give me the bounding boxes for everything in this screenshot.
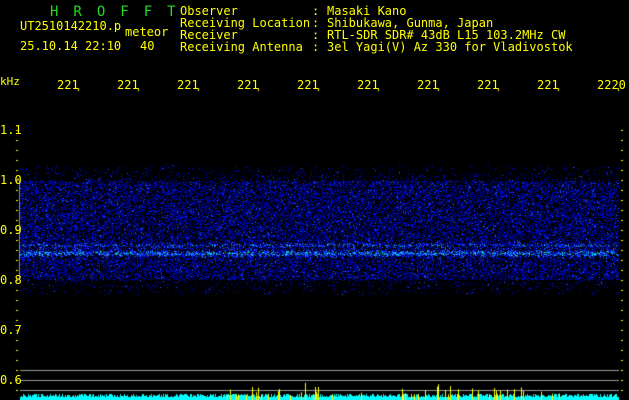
datetime: 25.10.14 22:10 (20, 39, 122, 53)
info-label: Receiving Antenna (180, 40, 303, 54)
info-value: 3el Yagi(V) Az 330 for Vladivostok (327, 40, 573, 54)
time-label: 2218 (477, 78, 499, 92)
file-name: UT2510142210.png (20, 20, 122, 32)
info-colon: : (312, 40, 320, 54)
time-label: 2211 (57, 78, 79, 92)
mode-label: meteor (125, 25, 169, 39)
freq-label: 0.7 (0, 323, 22, 337)
freq-label: 0.9 (0, 223, 22, 237)
freq-label: 1.0 (0, 173, 22, 187)
freq-label: 1.1 (0, 123, 22, 137)
app-title: HROFFT (50, 4, 191, 20)
info-colon: : (312, 16, 320, 30)
time-label: 2217 (417, 78, 439, 92)
info-label: Receiver (180, 28, 238, 42)
info-value: Shibukawa, Gunma, Japan (327, 16, 494, 30)
info-label: Observer (180, 4, 238, 18)
info-value: Masaki Kano (327, 4, 407, 18)
info-colon: : (312, 28, 320, 42)
time-label: 2213 (177, 78, 199, 92)
time-label: 2214 (237, 78, 259, 92)
info-colon: : (312, 4, 320, 18)
time-label: 2219 (537, 78, 559, 92)
info-value: RTL-SDR SDR# 43dB L15 103.2MHz CW (327, 28, 566, 42)
time-label: 2215 (297, 78, 319, 92)
axis-unit: kHz (0, 75, 20, 88)
time-label: 2216 (357, 78, 379, 92)
info-label: Receiving Location (180, 16, 311, 30)
freq-label: 0.8 (0, 273, 22, 287)
count: 40 (140, 39, 155, 53)
freq-label: 0.6 (0, 373, 22, 387)
time-label: 2220 (597, 78, 626, 92)
